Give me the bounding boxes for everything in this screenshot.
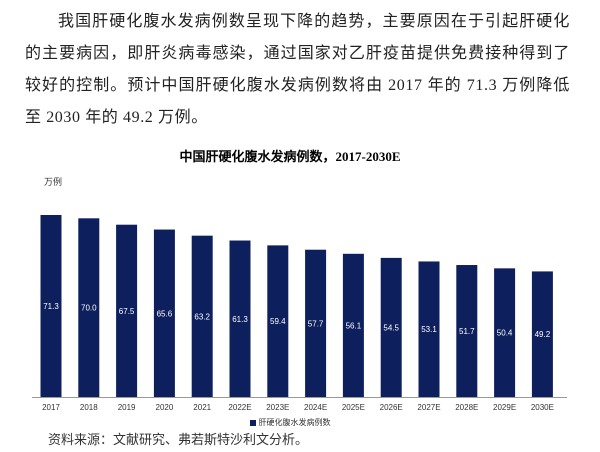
legend: 肝硬化腹水发病例数 bbox=[0, 417, 580, 428]
x-tick-label: 2026E bbox=[380, 403, 403, 412]
y-axis-unit: 万例 bbox=[44, 177, 63, 187]
data-label: 65.6 bbox=[157, 309, 173, 318]
x-tick-label: 2020 bbox=[156, 403, 174, 412]
x-tick-label: 2022E bbox=[228, 403, 251, 412]
source-note: 资料来源：文献研究、弗若斯特沙利文分析。 bbox=[48, 432, 309, 447]
bar bbox=[116, 224, 138, 397]
bar bbox=[40, 215, 62, 397]
data-label: 50.4 bbox=[497, 329, 513, 338]
x-tick-label: 2025E bbox=[342, 403, 365, 412]
legend-swatch bbox=[249, 419, 256, 426]
x-tick-label: 2030E bbox=[531, 403, 554, 412]
data-label: 54.5 bbox=[383, 323, 399, 332]
x-tick-label: 2028E bbox=[455, 403, 478, 412]
data-label: 49.2 bbox=[535, 330, 551, 339]
bar bbox=[418, 261, 440, 397]
chart-title: 中国肝硬化腹水发病例数，2017-2030E bbox=[179, 149, 401, 164]
x-tick-label: 2029E bbox=[493, 403, 516, 412]
bar bbox=[191, 235, 213, 397]
bar bbox=[456, 265, 478, 397]
x-tick-label: 2024E bbox=[304, 403, 327, 412]
x-tick-label: 2019 bbox=[118, 403, 136, 412]
data-label: 57.7 bbox=[308, 319, 324, 328]
bar bbox=[229, 240, 251, 397]
bar bbox=[531, 271, 553, 397]
bar bbox=[305, 249, 327, 397]
x-tick-label: 2027E bbox=[417, 403, 440, 412]
data-label: 56.1 bbox=[346, 321, 362, 330]
data-label: 51.7 bbox=[459, 327, 475, 336]
data-label: 71.3 bbox=[43, 302, 59, 311]
data-label: 67.5 bbox=[119, 307, 135, 316]
x-tick-label: 2018 bbox=[80, 403, 98, 412]
x-tick-label: 2017 bbox=[42, 403, 60, 412]
data-label: 61.3 bbox=[232, 315, 248, 324]
data-label: 63.2 bbox=[194, 312, 210, 321]
bar bbox=[267, 245, 289, 397]
bar bbox=[78, 218, 100, 397]
body-paragraph: 我国肝硬化腹水发病例数呈现下降的趋势，主要原因在于引起肝硬化的主要病因，即肝炎病… bbox=[25, 13, 570, 126]
data-label: 70.0 bbox=[81, 304, 97, 313]
bar bbox=[342, 253, 364, 397]
x-tick-label: 2021 bbox=[193, 403, 211, 412]
data-label: 53.1 bbox=[421, 325, 437, 334]
legend-label: 肝硬化腹水发病例数 bbox=[258, 418, 331, 427]
bar bbox=[380, 257, 402, 397]
bar bbox=[153, 229, 175, 397]
bar bbox=[494, 268, 516, 397]
x-tick-label: 2023E bbox=[266, 403, 289, 412]
data-label: 59.4 bbox=[270, 317, 286, 326]
